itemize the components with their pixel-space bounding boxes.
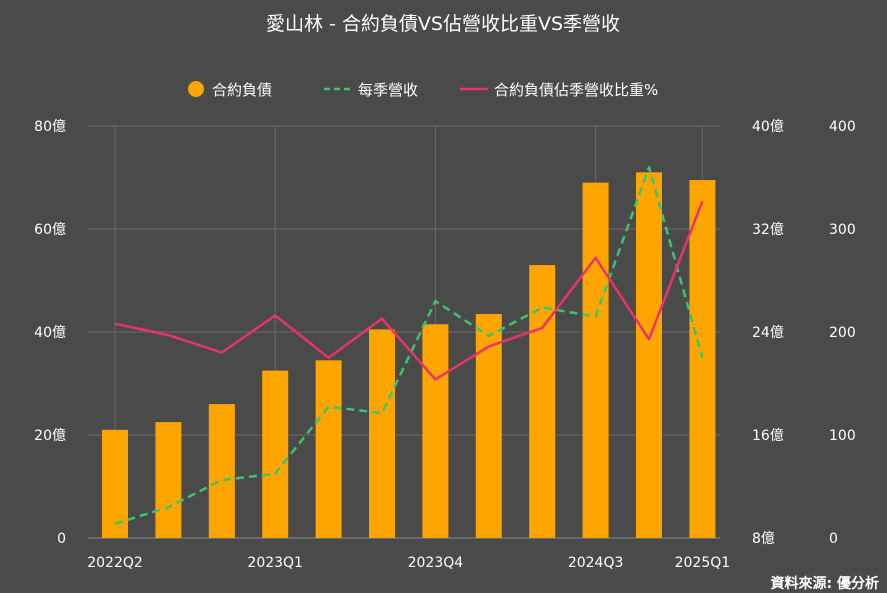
legend-label-quarterly-revenue: 每季營收 bbox=[358, 81, 418, 99]
right-axis-revenue: 8億 16億 24億 32億 40億 bbox=[752, 119, 784, 547]
bar bbox=[369, 329, 395, 538]
x-axis: 2022Q2 2023Q1 2023Q4 2024Q3 2025Q1 bbox=[87, 555, 730, 571]
left-tick-label: 60億 bbox=[34, 222, 66, 238]
right-tick-label-revenue: 8億 bbox=[752, 531, 775, 547]
right-tick-label-revenue: 24億 bbox=[752, 325, 784, 341]
bar bbox=[582, 182, 609, 538]
bars bbox=[102, 172, 716, 538]
bar bbox=[689, 180, 716, 538]
left-axis: 0 20億 40億 60億 80億 bbox=[34, 119, 66, 547]
right-tick-label-ratio: 0 bbox=[829, 531, 838, 547]
bar bbox=[155, 422, 182, 538]
right-tick-label-revenue: 16億 bbox=[752, 428, 784, 444]
chart-title: 愛山林 - 合約負債VS佔營收比重VS季營收 bbox=[266, 13, 620, 35]
x-tick-label: 2023Q1 bbox=[247, 555, 303, 571]
bar bbox=[529, 265, 556, 538]
lines bbox=[114, 165, 704, 525]
right-tick-label-ratio: 400 bbox=[829, 119, 856, 135]
x-tick-label: 2024Q3 bbox=[568, 555, 624, 571]
bar bbox=[208, 404, 235, 538]
bar bbox=[315, 360, 342, 538]
x-tick-label: 2025Q1 bbox=[675, 555, 731, 571]
right-tick-label-revenue: 40億 bbox=[752, 119, 784, 135]
left-tick-label: 80億 bbox=[34, 119, 66, 135]
legend: 合約負債 每季營收 合約負債佔季營收比重% bbox=[188, 81, 658, 99]
left-tick-label: 0 bbox=[57, 531, 66, 547]
right-tick-label-ratio: 200 bbox=[829, 325, 856, 341]
legend-bar-swatch bbox=[188, 81, 204, 97]
grid bbox=[88, 125, 720, 539]
bar bbox=[422, 324, 449, 538]
left-tick-label: 40億 bbox=[34, 325, 66, 341]
bar bbox=[262, 370, 289, 538]
bar bbox=[102, 429, 128, 538]
series-line-quarterly-revenue bbox=[114, 165, 704, 525]
right-tick-label-ratio: 300 bbox=[829, 222, 856, 238]
x-tick-label: 2023Q4 bbox=[408, 555, 464, 571]
bar bbox=[636, 172, 662, 538]
left-tick-label: 20億 bbox=[34, 428, 66, 444]
x-tick-label: 2022Q2 bbox=[87, 555, 143, 571]
right-tick-label-revenue: 32億 bbox=[752, 222, 784, 238]
legend-label-contract-liabilities: 合約負債 bbox=[212, 81, 272, 99]
legend-label-ratio: 合約負債佔季營收比重% bbox=[494, 81, 658, 99]
series-line-ratio bbox=[114, 200, 704, 381]
right-axis-ratio: 0 100 200 300 400 bbox=[829, 119, 856, 547]
right-tick-label-ratio: 100 bbox=[829, 428, 856, 444]
source-note: 資料來源: 優分析 bbox=[771, 575, 879, 592]
